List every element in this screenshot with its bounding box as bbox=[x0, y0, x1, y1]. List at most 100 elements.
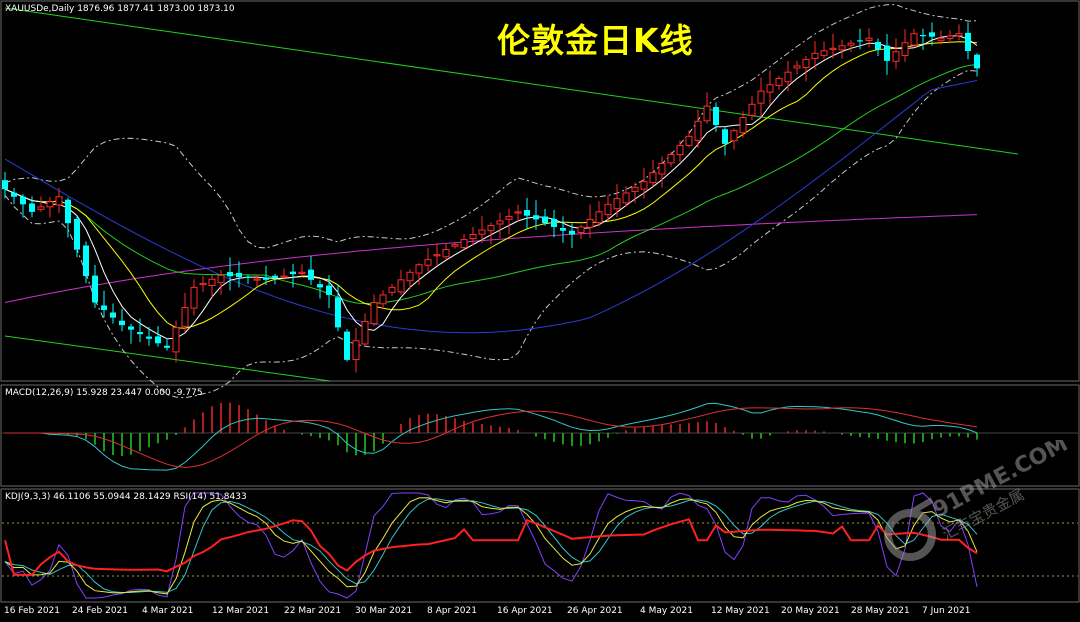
candle-body-down bbox=[857, 40, 863, 42]
candle-body-up bbox=[838, 45, 846, 51]
candle-body-up bbox=[442, 249, 450, 258]
candle-body-up bbox=[793, 65, 801, 69]
candle-body-down bbox=[236, 272, 242, 278]
x-tick-label: 12 May 2021 bbox=[711, 606, 770, 616]
candle-body-up bbox=[586, 218, 594, 228]
candle-body-up bbox=[478, 229, 486, 235]
candle-body-up bbox=[667, 153, 675, 164]
candle-body-down bbox=[722, 129, 728, 144]
chart-title: 伦敦金日K线 bbox=[497, 21, 694, 60]
candle-body-down bbox=[263, 277, 269, 280]
x-tick-label: 4 May 2021 bbox=[640, 606, 693, 616]
candle-body-up bbox=[487, 224, 495, 232]
x-tick-label: 20 May 2021 bbox=[781, 606, 840, 616]
candle-body-up bbox=[937, 37, 945, 42]
candle-body-up bbox=[640, 181, 648, 190]
macd-signal-line bbox=[5, 407, 978, 468]
candle-body-up bbox=[469, 234, 477, 240]
candle-body-up bbox=[199, 282, 207, 286]
macd-panel-frame bbox=[0, 384, 1080, 487]
x-tick-label: 16 Apr 2021 bbox=[497, 606, 553, 616]
candle-body-down bbox=[308, 269, 314, 280]
candle-body-up bbox=[649, 172, 657, 184]
candle-body-up bbox=[253, 278, 261, 281]
x-tick-label: 30 Mar 2021 bbox=[355, 606, 413, 616]
candle-body-up bbox=[739, 116, 747, 134]
candle-body-up bbox=[955, 33, 963, 37]
candle-body-down bbox=[11, 192, 17, 197]
candle-body-down bbox=[119, 320, 125, 326]
candle-body-up bbox=[514, 211, 522, 214]
candle-body-up bbox=[406, 271, 414, 282]
candle-body-down bbox=[713, 107, 719, 126]
candle-body-up bbox=[847, 42, 855, 46]
bollinger-lower bbox=[4, 69, 978, 399]
candle-body-up bbox=[451, 244, 459, 247]
kdj-panel-frame bbox=[0, 488, 1080, 603]
candle-body-up bbox=[829, 47, 837, 50]
candle-body-up bbox=[946, 35, 954, 39]
candle-body-up bbox=[181, 307, 189, 327]
candle-body-up bbox=[775, 77, 783, 87]
candle-body-down bbox=[20, 196, 26, 205]
moving-averages bbox=[4, 35, 978, 340]
ma-fast-line bbox=[4, 35, 978, 340]
kdj-rsi-lines bbox=[2, 492, 1078, 599]
candle-body-up bbox=[217, 274, 225, 284]
candle-body-down bbox=[65, 199, 71, 224]
watermark-logo: 91PME.COM 汇丰宝贵金属 bbox=[884, 440, 1072, 561]
candle-body-up bbox=[766, 84, 774, 93]
candle-body-up bbox=[397, 279, 405, 293]
candle-body-up bbox=[703, 105, 711, 122]
candle-body-up bbox=[892, 51, 900, 62]
candle-body-up bbox=[694, 120, 702, 141]
kdj-j-line bbox=[4, 492, 978, 599]
candle-body-up bbox=[802, 59, 810, 69]
candle-body-down bbox=[524, 210, 530, 216]
candle-body-up bbox=[388, 286, 396, 293]
candle-body-up bbox=[460, 239, 468, 248]
candle-body-up bbox=[361, 321, 369, 345]
candle-body-down bbox=[875, 41, 881, 50]
trend-line-upper bbox=[4, 7, 1019, 155]
candle-body-down bbox=[551, 218, 557, 227]
candle-body-down bbox=[344, 331, 350, 360]
x-tick-label: 24 Feb 2021 bbox=[72, 606, 129, 616]
candle-body-up bbox=[379, 294, 387, 305]
candle-body-up bbox=[676, 144, 684, 156]
candle-body-down bbox=[965, 32, 971, 52]
candle-body-down bbox=[920, 35, 926, 37]
x-tick-label: 16 Feb 2021 bbox=[4, 606, 61, 616]
candle-body-up bbox=[496, 220, 504, 225]
candle-body-down bbox=[884, 45, 890, 61]
candle-body-down bbox=[272, 275, 278, 278]
ma-long-line bbox=[4, 80, 978, 334]
ohlc-values: 1876.96 1877.41 1873.00 1873.10 bbox=[77, 4, 235, 14]
candle-body-up bbox=[370, 301, 378, 325]
candle-body-down bbox=[560, 227, 566, 231]
candle-body-up bbox=[820, 50, 828, 56]
candle-body-down bbox=[2, 180, 8, 190]
candle-body-up bbox=[424, 259, 432, 266]
candle-body-up bbox=[757, 90, 765, 104]
candle-body-down bbox=[137, 332, 143, 335]
candle-body-up bbox=[658, 163, 666, 175]
candle-body-down bbox=[92, 275, 98, 303]
x-tick-label: 26 Apr 2021 bbox=[567, 606, 623, 616]
candle-body-up bbox=[604, 203, 612, 216]
candle-body-up bbox=[352, 340, 360, 361]
x-tick-label: 7 Jun 2021 bbox=[922, 606, 971, 616]
candle-body-up bbox=[595, 211, 603, 224]
candle-body-up bbox=[685, 135, 693, 146]
candle-body-down bbox=[74, 218, 80, 250]
x-tick-label: 8 Apr 2021 bbox=[427, 606, 477, 616]
candle-body-down bbox=[227, 272, 233, 277]
candle-body-down bbox=[542, 216, 548, 224]
trend-line-lower bbox=[4, 335, 331, 382]
candle-body-down bbox=[245, 276, 251, 279]
macd-histogram-lines bbox=[2, 402, 1078, 471]
candle-body-up bbox=[784, 71, 792, 83]
candle-body-up bbox=[208, 278, 216, 286]
x-tick-label: 12 Mar 2021 bbox=[212, 606, 270, 616]
ma-mid-line bbox=[4, 41, 978, 329]
